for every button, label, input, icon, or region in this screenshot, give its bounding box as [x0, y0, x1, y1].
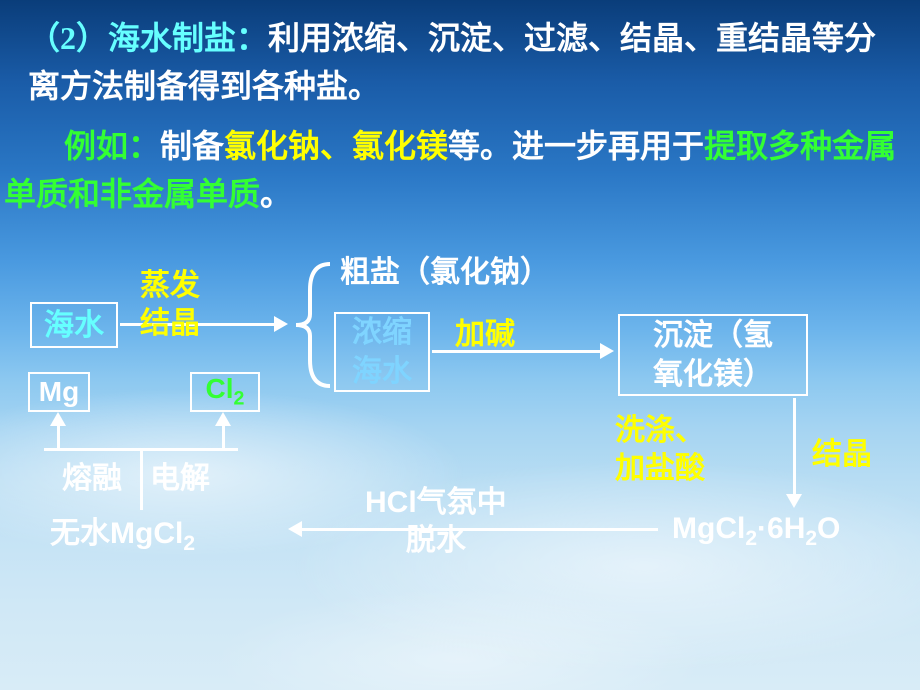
- para-1: （2）海水制盐：利用浓缩、沉淀、过滤、结晶、重结晶等分离方法制备得到各种盐。: [28, 14, 898, 110]
- label-add-alkali: 加碱: [455, 316, 515, 354]
- label-mgcl2-hydrate: MgCl2·6H2O: [672, 510, 840, 552]
- arrow-precip-down-head: [786, 494, 802, 508]
- label-electrolysis: 电解: [150, 460, 210, 498]
- para2-seg5: 。: [260, 176, 292, 212]
- label-crystallize: 结晶: [812, 436, 872, 474]
- box-cl2: Cl2: [190, 372, 260, 412]
- line-electrolysis-stem: [140, 450, 143, 510]
- para2-seg3: 等。进一步再用于: [448, 128, 704, 164]
- label-dehydrate: HCl气氛中脱水: [365, 484, 507, 559]
- precipitate-l1: 沉淀（氢: [653, 316, 773, 355]
- para1-prefix: （2）海水制盐：: [28, 20, 268, 56]
- box-concentrated-seawater: 浓缩 海水: [334, 312, 430, 392]
- label-melt: 熔融: [62, 460, 122, 498]
- box-precipitate: 沉淀（氢 氧化镁）: [618, 314, 808, 396]
- line-to-mg: [57, 424, 60, 450]
- para2-seg2: 氯化钠、氯化镁: [224, 128, 448, 164]
- label-crude-salt: 粗盐（氯化钠）: [340, 254, 550, 292]
- arrow-to-mg-head: [50, 412, 66, 426]
- para2-prefix: 例如：: [64, 128, 160, 164]
- label-anhydrous-mgcl2: 无水MgCl2: [50, 515, 195, 557]
- arrow-conc-right-head: [600, 343, 614, 359]
- para2-seg1: 制备: [160, 128, 224, 164]
- arrow-precip-down: [793, 398, 796, 496]
- arrow-to-cl2-head: [215, 412, 231, 426]
- concentrated-l2: 海水: [352, 352, 412, 391]
- brace-icon: [292, 260, 332, 390]
- para-2: 例如：制备氯化钠、氯化镁等。进一步再用于提取多种金属单质和非金属单质。: [4, 122, 916, 218]
- label-wash-hcl: 洗涤、加盐酸: [615, 412, 705, 487]
- line-to-cl2: [222, 424, 225, 450]
- arrow-seawater-right-head: [274, 316, 288, 332]
- box-mg: Mg: [28, 372, 90, 412]
- concentrated-l1: 浓缩: [352, 313, 412, 352]
- arrow-hydrate-left-head: [288, 521, 302, 537]
- label-evaporate: 蒸发结晶: [140, 267, 200, 342]
- box-seawater: 海水: [30, 302, 118, 348]
- precipitate-l2: 氧化镁）: [653, 355, 773, 394]
